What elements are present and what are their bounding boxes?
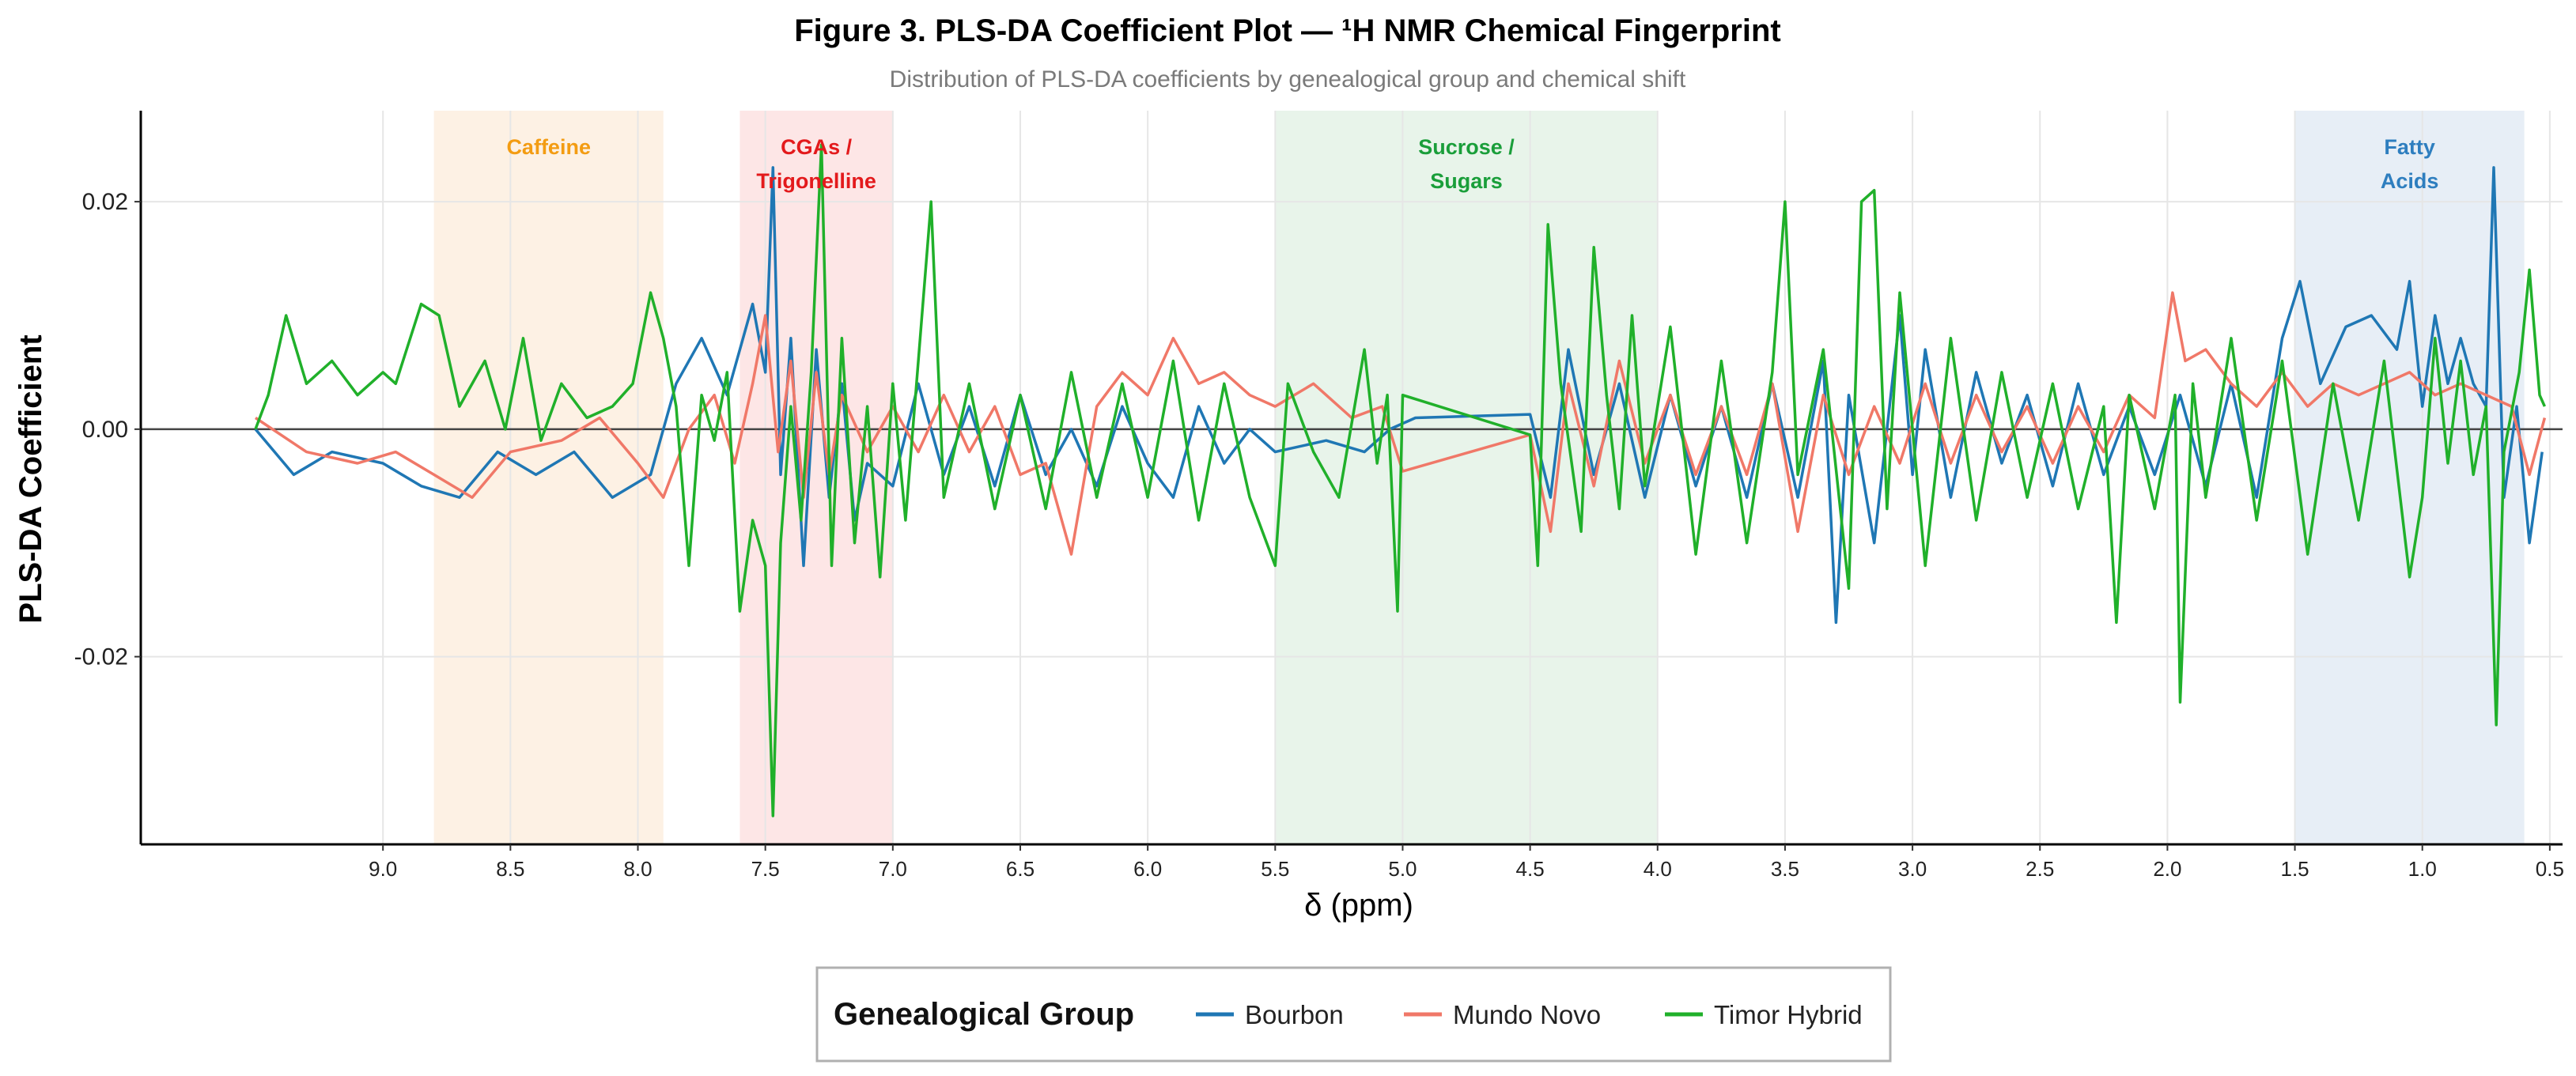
y-axis-title: PLS-DA Coefficient — [13, 334, 48, 623]
x-tick-label-17: 0.5 — [2536, 857, 2564, 881]
region-label-3-0: Fatty — [2384, 135, 2435, 159]
x-tick-label-8: 5.0 — [1388, 857, 1417, 881]
x-tick-label-12: 3.0 — [1898, 857, 1927, 881]
x-tick-label-3: 7.5 — [751, 857, 780, 881]
region-label-1-0: CGAs / — [781, 135, 853, 159]
legend-label-0: Bourbon — [1245, 1000, 1344, 1029]
region-label-0-0: Caffeine — [506, 135, 591, 159]
x-tick-label-10: 4.0 — [1644, 857, 1672, 881]
grid-lines — [141, 111, 2563, 844]
axes — [139, 111, 2563, 846]
x-tick-label-6: 6.0 — [1133, 857, 1162, 881]
y-tick-label-0: 0.02 — [82, 189, 128, 215]
series-lines — [254, 143, 2547, 817]
y-tick-label-2: -0.02 — [74, 644, 128, 670]
x-tick-label-13: 2.5 — [2026, 857, 2054, 881]
x-tick-labels: 9.0 8.5 8.0 7.5 7.0 6.5 6.0 5.5 5.0 4.5 4.0 3.5 3.0 2… — [369, 844, 2564, 881]
x-tick-label-14: 2.0 — [2153, 857, 2181, 881]
legend-box — [815, 966, 1892, 1063]
x-axis-title: δ (ppm) — [1304, 888, 1413, 923]
x-tick-label-4: 7.0 — [879, 857, 907, 881]
chart-subtitle: Distribution of PLS-DA coefficients by g… — [890, 66, 1686, 92]
legend: Genealogical Group Bourbon Mundo Novo Timo… — [815, 966, 1892, 1063]
x-tick-label-7: 5.5 — [1261, 857, 1289, 881]
legend-label-1: Mundo Novo — [1453, 1000, 1601, 1029]
legend-label-2: Timor Hybrid — [1714, 1000, 1863, 1029]
highlight-regions — [433, 111, 2525, 844]
region-band-0 — [433, 111, 664, 844]
region-label-2-0: Sucrose / — [1418, 135, 1515, 159]
legend-items: Bourbon Mundo Novo Timor Hybrid — [1196, 1000, 1863, 1029]
x-tick-label-0: 9.0 — [369, 857, 397, 881]
x-tick-label-11: 3.5 — [1771, 857, 1799, 881]
x-tick-label-1: 8.5 — [496, 857, 524, 881]
chart-title: Figure 3. PLS-DA Coefficient Plot — ¹H N… — [794, 13, 1780, 48]
region-label-1-1: Trigonelline — [756, 169, 876, 193]
y-tick-labels: 0.02 0.00 -0.02 — [74, 189, 141, 670]
x-tick-label-16: 1.0 — [2408, 857, 2437, 881]
region-band-2 — [1275, 111, 1658, 844]
x-tick-label-2: 8.0 — [623, 857, 652, 881]
region-band-3 — [2294, 111, 2525, 844]
region-band-1 — [740, 111, 893, 844]
legend-title: Genealogical Group — [834, 997, 1134, 1032]
x-tick-label-5: 6.5 — [1006, 857, 1035, 881]
region-label-2-1: Sugars — [1430, 169, 1503, 193]
series-line-bourbon — [254, 166, 2544, 625]
region-label-3-1: Acids — [2381, 169, 2439, 193]
series-line-timor-hybrid — [254, 143, 2546, 817]
region-labels: Caffeine CGAs / Trigonelline Sucrose / Sugar… — [506, 135, 2438, 193]
y-tick-label-1: 0.00 — [82, 417, 128, 443]
x-tick-label-15: 1.5 — [2280, 857, 2309, 881]
x-tick-label-9: 4.5 — [1516, 857, 1545, 881]
series-line-mundo-novo — [255, 291, 2547, 556]
